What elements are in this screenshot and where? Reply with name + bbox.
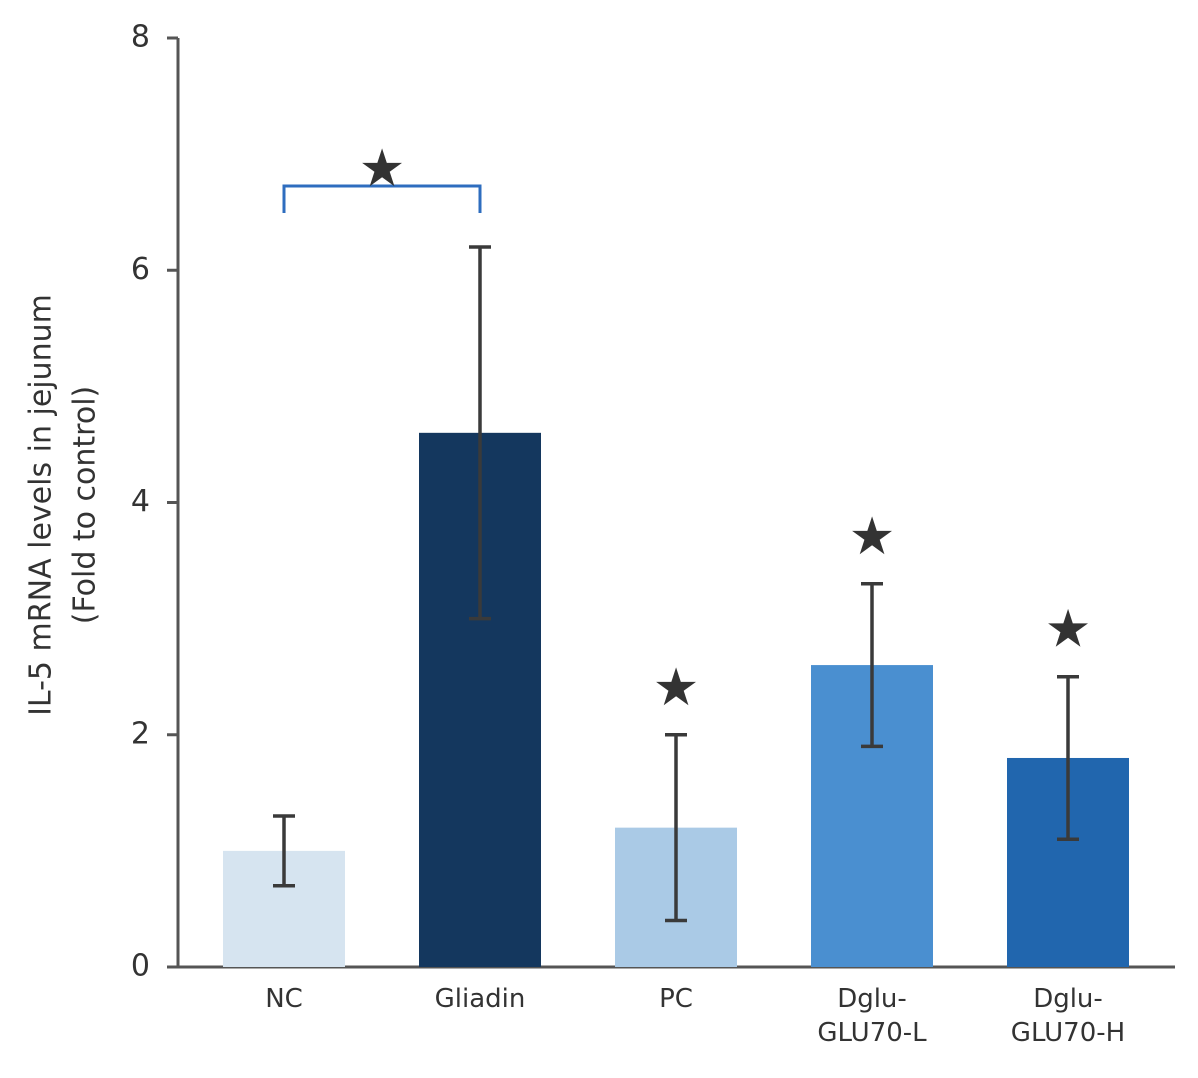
significance-star: ★	[849, 507, 896, 567]
y-tick-label: 8	[131, 20, 150, 55]
x-tick-label-text: Dglu-GLU70-L	[817, 984, 927, 1048]
significance-star: ★	[359, 139, 406, 199]
x-tick-label-text: Gliadin	[434, 984, 526, 1014]
significance-star: ★	[653, 658, 700, 718]
x-tick-label-text: PC	[659, 984, 693, 1014]
error-bar	[665, 733, 687, 923]
x-tick-label-text: Dglu-GLU70-H	[1010, 984, 1126, 1048]
error-bar	[861, 582, 883, 749]
y-tick-label: 4	[131, 484, 150, 519]
error-bar	[469, 245, 491, 621]
x-tick-label-text: NC	[265, 984, 303, 1014]
error-bar	[273, 814, 295, 888]
y-axis-label: IL-5 mRNA levels in jejunum	[24, 294, 59, 716]
y-tick-label: 0	[131, 949, 150, 984]
error-bar	[1057, 674, 1079, 842]
y-tick-label: 2	[131, 716, 150, 751]
y-tick-label: 6	[131, 252, 150, 287]
significance-bracket	[282, 184, 482, 214]
x-tick-label: NC	[194, 982, 374, 1016]
x-tick-label: Dglu-GLU70-L	[782, 982, 962, 1050]
x-tick-label: Gliadin	[390, 982, 570, 1016]
x-tick-label: Dglu-GLU70-H	[978, 982, 1158, 1050]
x-tick-label: PC	[586, 982, 766, 1016]
y-axis-label: (Fold to control)	[68, 386, 103, 625]
significance-star: ★	[1045, 600, 1092, 660]
